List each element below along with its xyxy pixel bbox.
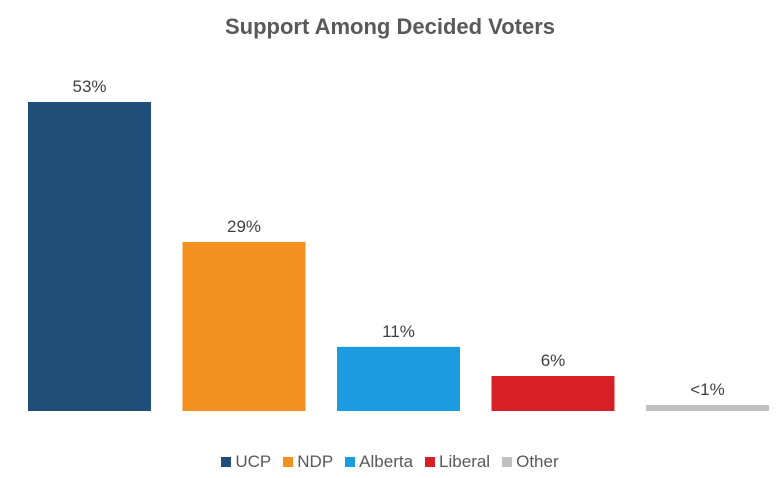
data-label-liberal: 6% — [541, 351, 566, 370]
data-label-ndp: 29% — [227, 217, 261, 236]
bar-liberal — [491, 376, 615, 411]
data-label-ucp: 53% — [72, 77, 106, 96]
data-label-alberta: 11% — [382, 322, 415, 341]
bar-ucp — [28, 102, 151, 411]
bar-other — [646, 405, 769, 411]
legend-swatch — [502, 457, 513, 467]
bar-ndp — [182, 241, 306, 411]
legend-label: NDP — [297, 452, 334, 471]
chart-title: Support Among Decided Voters — [224, 14, 556, 39]
legend-item-alberta: Alberta — [345, 452, 413, 472]
legend-label: UCP — [235, 452, 272, 471]
legend: UCP NDP Alberta Liberal Other — [0, 452, 780, 472]
legend-swatch — [425, 457, 436, 467]
legend-label: Liberal — [439, 452, 491, 471]
legend-label: Other — [516, 452, 559, 471]
legend-item-liberal: Liberal — [425, 452, 490, 472]
legend-item-other: Other — [502, 452, 559, 472]
bar-chart: 53% 29% 11% 6% <1% — [28, 77, 769, 411]
legend-label: Alberta — [359, 452, 414, 471]
legend-swatch — [345, 457, 356, 467]
data-label-other: <1% — [690, 380, 725, 399]
bar-alberta — [337, 346, 460, 411]
legend-item-ucp: UCP — [221, 452, 271, 472]
legend-swatch — [283, 457, 294, 467]
legend-item-ndp: NDP — [283, 452, 333, 472]
legend-swatch — [221, 457, 232, 467]
